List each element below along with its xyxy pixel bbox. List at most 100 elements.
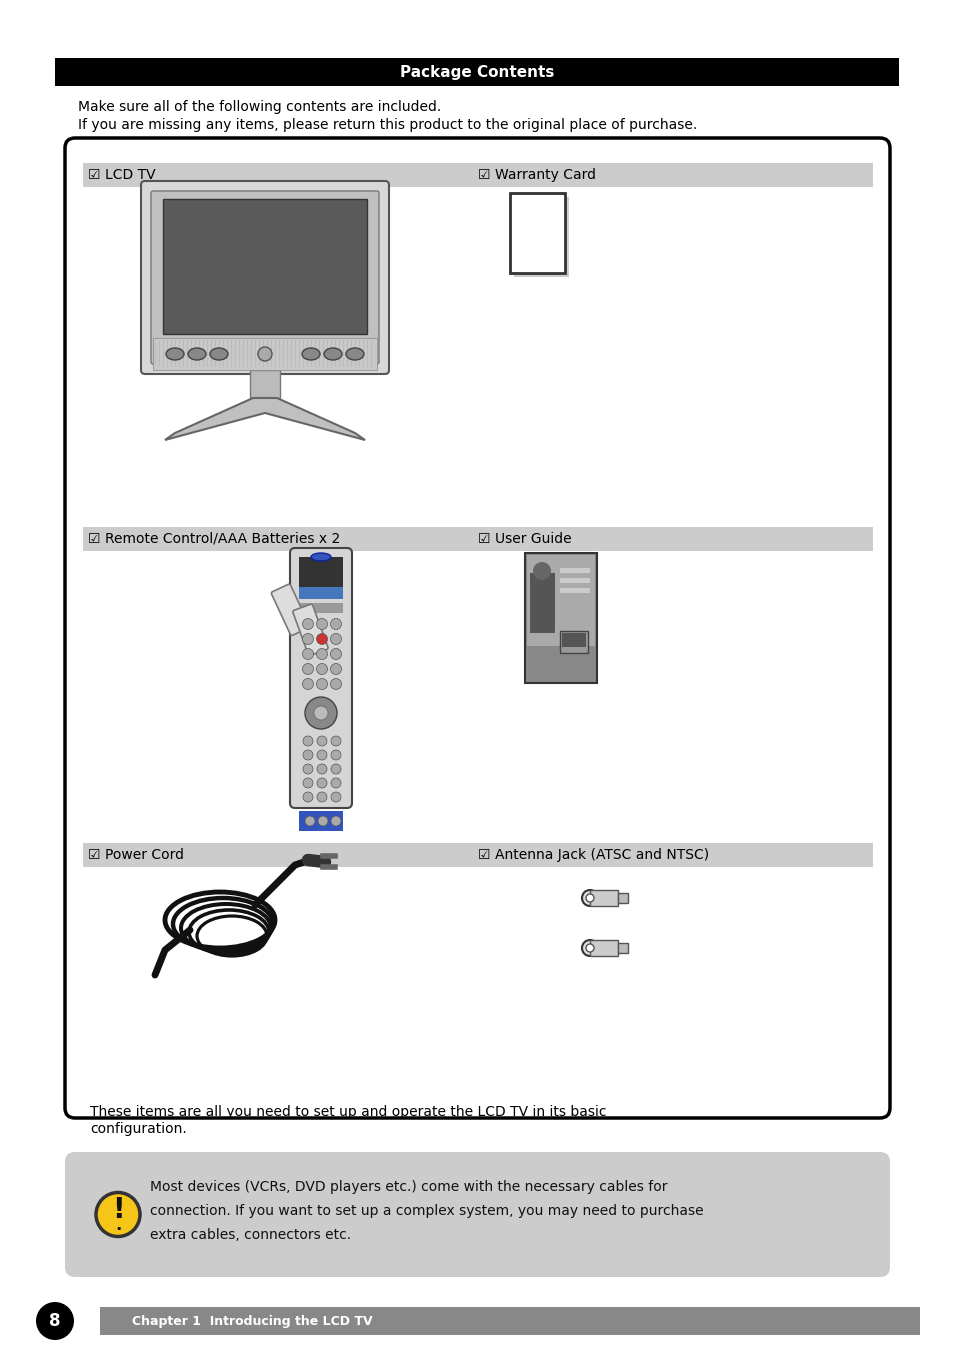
Ellipse shape [311, 552, 331, 561]
Circle shape [302, 663, 314, 674]
Bar [83, 527, 872, 551]
Circle shape [316, 792, 327, 802]
FancyBboxPatch shape [65, 1152, 889, 1277]
Text: ☑: ☑ [88, 532, 100, 546]
Circle shape [303, 792, 313, 802]
Circle shape [330, 634, 341, 645]
Ellipse shape [581, 890, 598, 906]
Circle shape [316, 764, 327, 774]
Circle shape [96, 1193, 140, 1236]
Ellipse shape [346, 348, 364, 360]
Circle shape [331, 779, 340, 788]
Polygon shape [165, 398, 365, 440]
Text: Package Contents: Package Contents [399, 65, 554, 80]
Bar [559, 578, 589, 584]
FancyBboxPatch shape [271, 584, 309, 635]
Text: ☑: ☑ [477, 168, 490, 181]
Circle shape [331, 816, 340, 826]
Bar [250, 370, 280, 398]
Ellipse shape [302, 348, 319, 360]
Bar [100, 1307, 919, 1335]
Circle shape [330, 649, 341, 659]
Circle shape [585, 944, 594, 952]
Text: Make sure all of the following contents are included.: Make sure all of the following contents … [78, 100, 441, 114]
Circle shape [331, 750, 340, 760]
Bar [618, 894, 627, 903]
Text: !: ! [112, 1197, 124, 1224]
Bar [55, 58, 898, 87]
FancyBboxPatch shape [293, 604, 328, 655]
Circle shape [314, 705, 328, 720]
Bar [524, 552, 597, 682]
Bar [83, 162, 872, 187]
Circle shape [330, 619, 341, 630]
Bar [559, 631, 587, 653]
Circle shape [302, 678, 314, 689]
Text: User Guide: User Guide [495, 532, 571, 546]
Circle shape [303, 750, 313, 760]
Bar [298, 556, 343, 588]
Ellipse shape [581, 940, 598, 956]
Bar [526, 555, 595, 646]
Circle shape [36, 1303, 74, 1340]
FancyBboxPatch shape [151, 191, 378, 364]
Bar [298, 588, 343, 598]
Bar [559, 567, 589, 573]
FancyBboxPatch shape [65, 138, 889, 1118]
Bar [83, 844, 872, 867]
Circle shape [330, 663, 341, 674]
Circle shape [316, 663, 327, 674]
Circle shape [331, 764, 340, 774]
Circle shape [316, 737, 327, 746]
Bar [589, 940, 618, 956]
Text: Power Cord: Power Cord [105, 848, 184, 862]
Text: Remote Control/AAA Batteries x 2: Remote Control/AAA Batteries x 2 [105, 532, 340, 546]
Text: If you are missing any items, please return this product to the original place o: If you are missing any items, please ret… [78, 118, 697, 131]
Text: extra cables, connectors etc.: extra cables, connectors etc. [150, 1228, 351, 1242]
Circle shape [330, 678, 341, 689]
Circle shape [316, 779, 327, 788]
Circle shape [316, 619, 327, 630]
Ellipse shape [188, 348, 206, 360]
Circle shape [302, 649, 314, 659]
Text: .: . [114, 1216, 121, 1235]
Text: connection. If you want to set up a complex system, you may need to purchase: connection. If you want to set up a comp… [150, 1204, 703, 1219]
Text: ☑: ☑ [477, 848, 490, 862]
Text: Antenna Jack (ATSC and NTSC): Antenna Jack (ATSC and NTSC) [495, 848, 708, 862]
Text: Chapter 1  Introducing the LCD TV: Chapter 1 Introducing the LCD TV [132, 1315, 373, 1327]
Text: These items are all you need to set up and operate the LCD TV in its basic: These items are all you need to set up a… [90, 1105, 606, 1118]
Bar [618, 942, 627, 953]
FancyBboxPatch shape [290, 548, 352, 808]
Circle shape [305, 697, 336, 728]
Text: Most devices (VCRs, DVD players etc.) come with the necessary cables for: Most devices (VCRs, DVD players etc.) co… [150, 1179, 667, 1194]
Circle shape [316, 634, 327, 645]
Ellipse shape [324, 348, 341, 360]
Text: LCD TV: LCD TV [105, 168, 155, 181]
Bar [559, 588, 589, 593]
Text: ☑: ☑ [88, 168, 100, 181]
Text: ☑: ☑ [88, 848, 100, 862]
Circle shape [316, 678, 327, 689]
Ellipse shape [166, 348, 184, 360]
Text: 8: 8 [50, 1312, 61, 1330]
Circle shape [533, 562, 551, 580]
Circle shape [305, 816, 314, 826]
Bar [530, 573, 555, 634]
Circle shape [303, 764, 313, 774]
Circle shape [302, 634, 314, 645]
FancyBboxPatch shape [141, 181, 389, 374]
Circle shape [302, 619, 314, 630]
Circle shape [303, 779, 313, 788]
Bar [298, 811, 343, 831]
Circle shape [316, 750, 327, 760]
Circle shape [303, 737, 313, 746]
Circle shape [331, 737, 340, 746]
Bar [298, 603, 343, 613]
Bar [561, 634, 585, 647]
Ellipse shape [210, 348, 228, 360]
Bar [163, 199, 367, 334]
Bar [514, 196, 568, 278]
Circle shape [317, 816, 328, 826]
Bar [510, 194, 564, 274]
Circle shape [257, 347, 272, 362]
